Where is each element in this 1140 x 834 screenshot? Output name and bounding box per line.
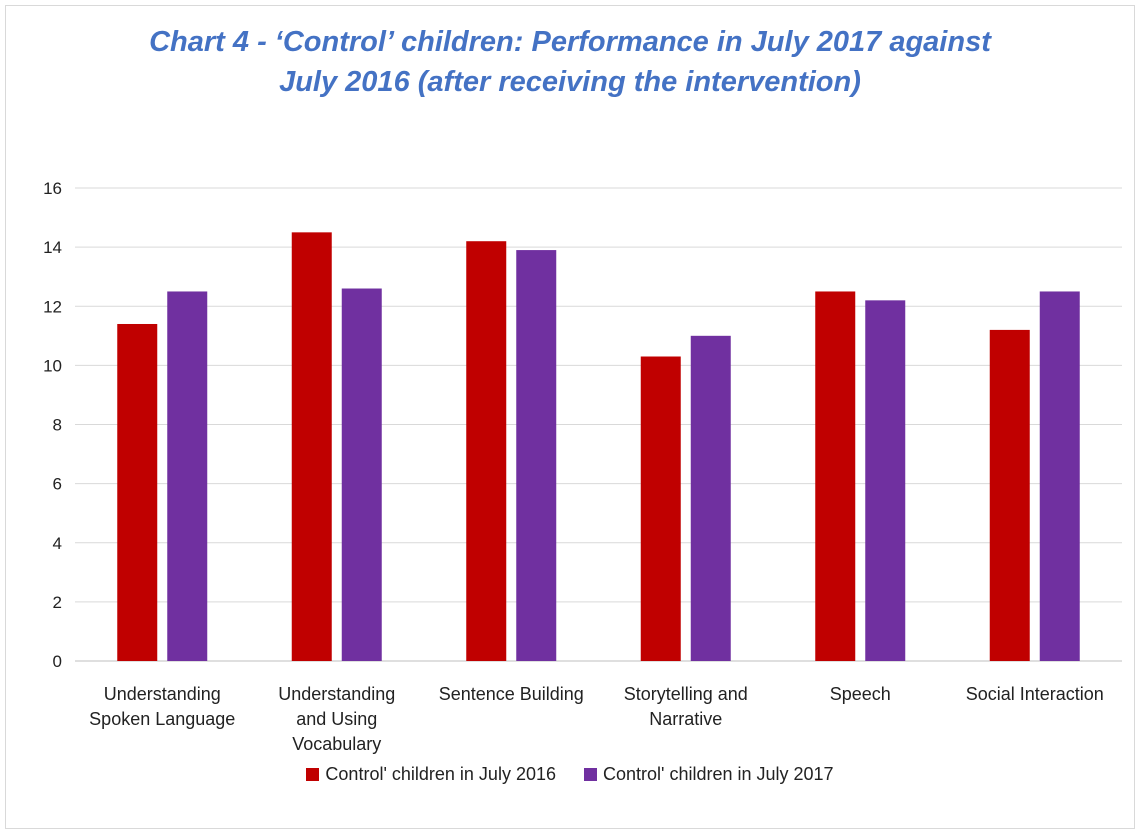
- chart-title-line-2: July 2016 (after receiving the intervent…: [279, 66, 861, 98]
- y-tick-label: 0: [53, 652, 62, 671]
- chart-title-line-1: Chart 4 - ‘Control’ children: Performanc…: [149, 26, 991, 58]
- x-category-label-line: Speech: [830, 684, 891, 704]
- chart-title: Chart 4 - ‘Control’ children: Performanc…: [40, 22, 1100, 102]
- x-category-label-line: Understanding: [104, 684, 221, 704]
- x-category-label: Speech: [830, 684, 891, 704]
- bar-series2-cat5: [865, 300, 906, 661]
- legend-label-2016: Control' children in July 2016: [325, 764, 556, 784]
- x-category-label-line: Vocabulary: [292, 734, 381, 754]
- y-tick-label: 4: [53, 534, 62, 553]
- y-tick-label: 2: [53, 593, 62, 612]
- y-tick-label: 12: [43, 297, 62, 316]
- legend-item-2017: Control' children in July 2017: [584, 764, 834, 785]
- x-category-label-line: Social Interaction: [966, 684, 1104, 704]
- bar-series1-cat1: [117, 323, 158, 661]
- bar-series1-cat3: [466, 241, 507, 661]
- bar-series2-cat3: [516, 250, 557, 662]
- y-tick-label: 14: [43, 238, 62, 257]
- x-category-label-line: Spoken Language: [89, 709, 235, 729]
- legend-swatch-2016: [306, 768, 320, 781]
- x-category-label: Storytelling and Narrative: [624, 684, 748, 729]
- bar-series2-cat2: [341, 288, 382, 661]
- bar-series1-cat4: [640, 356, 681, 661]
- y-tick-label: 16: [43, 179, 62, 198]
- x-category-label-line: and Using: [296, 709, 377, 729]
- x-category-label-line: Storytelling and: [624, 684, 748, 704]
- y-tick-label: 8: [53, 416, 62, 435]
- x-category-label: Sentence Building: [439, 684, 584, 704]
- y-tick-label: 6: [53, 475, 62, 494]
- legend-label-2017: Control' children in July 2017: [603, 764, 834, 784]
- x-category-label-line: Understanding: [278, 684, 395, 704]
- x-category-label: Understanding Spoken Language: [89, 684, 235, 729]
- x-category-label-line: Sentence Building: [439, 684, 584, 704]
- bar-series1-cat6: [989, 329, 1030, 661]
- bar-series2-cat6: [1039, 291, 1080, 661]
- y-tick-label: 10: [43, 356, 62, 375]
- x-category-label-line: Narrative: [649, 709, 722, 729]
- legend-item-2016: Control' children in July 2016: [306, 764, 556, 785]
- bar-series1-cat5: [815, 291, 856, 661]
- bar-series1-cat2: [291, 232, 332, 661]
- legend-swatch-2017: [584, 768, 597, 781]
- x-category-label: Understanding and Using Vocabulary: [278, 684, 395, 754]
- legend: Control' children in July 2016 Control' …: [0, 764, 1140, 785]
- bar-series2-cat1: [167, 291, 208, 661]
- bar-series2-cat4: [690, 335, 731, 661]
- x-category-label: Social Interaction: [966, 684, 1104, 704]
